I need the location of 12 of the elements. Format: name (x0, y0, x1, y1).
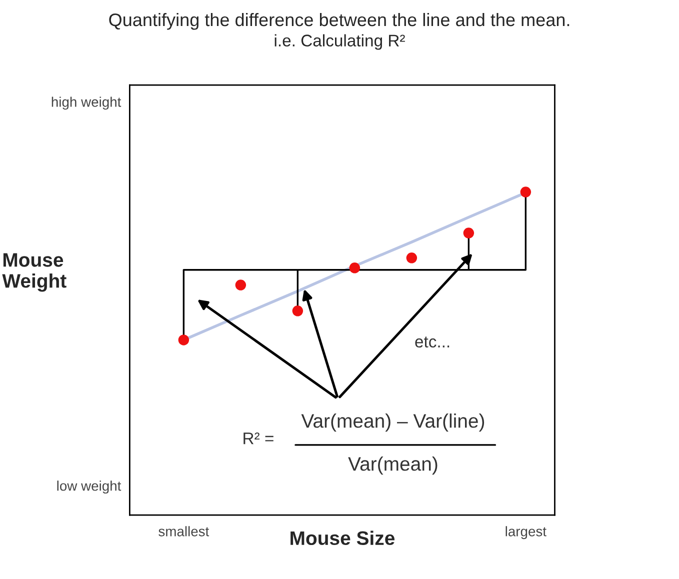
y-axis-title: Mouse Weight (2, 253, 66, 292)
chart-subtitle: i.e. Calculating R² (274, 34, 405, 50)
x-tick-label: smallest (158, 526, 210, 536)
annotation: Var(mean) – Var(line) (301, 414, 484, 432)
x-tick-label: largest (506, 526, 546, 540)
annotation: etc... (415, 336, 450, 348)
annotation: R² = (244, 432, 274, 444)
annotation: Var(mean) (348, 456, 438, 475)
text: high weight (52, 96, 122, 110)
chart-title: Quantifying the difference between the line and the mean. (109, 12, 570, 30)
text: low weight (57, 480, 122, 494)
x-axis-title: Mouse Size (290, 530, 394, 546)
